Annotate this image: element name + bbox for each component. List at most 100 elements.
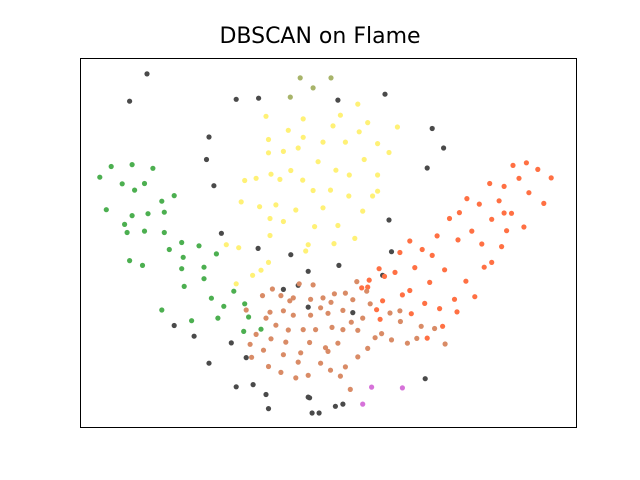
scatter-point-cluster-5-13 <box>300 327 306 333</box>
scatter-point-cluster-5-63 <box>287 298 293 304</box>
scatter-point-cluster-4-44 <box>422 300 428 306</box>
scatter-point-cluster-5-61 <box>247 341 253 347</box>
scatter-point-cluster-4-7 <box>487 180 493 187</box>
scatter-point-cluster-5-2 <box>320 295 326 301</box>
scatter-point-cluster-2-30 <box>320 205 326 211</box>
scatter-point-cluster-5-45 <box>418 323 424 329</box>
scatter-point-cluster-0-31 <box>263 391 269 398</box>
scatter-point-cluster-4-49 <box>366 277 372 283</box>
scatter-point-cluster-2-31 <box>312 224 318 230</box>
scatter-point-cluster-1-0 <box>297 75 303 81</box>
scatter-point-cluster-0-9 <box>211 183 217 189</box>
scatter-point-cluster-5-40 <box>365 345 371 351</box>
scatter-point-cluster-2-1 <box>355 101 361 107</box>
scatter-point-cluster-5-28 <box>259 293 266 299</box>
scatter-point-cluster-5-32 <box>295 359 301 365</box>
scatter-point-cluster-2-50 <box>258 267 264 273</box>
scatter-point-cluster-0-3 <box>256 95 262 101</box>
scatter-point-cluster-2-18 <box>263 113 269 119</box>
scatter-point-cluster-5-51 <box>253 331 259 337</box>
scatter-point-cluster-1-3 <box>310 85 316 91</box>
scatter-point-cluster-5-5 <box>364 288 370 294</box>
scatter-point-cluster-4-43 <box>407 287 413 294</box>
scatter-point-cluster-4-23 <box>434 233 440 239</box>
scatter-point-cluster-5-16 <box>308 312 314 318</box>
scatter-point-cluster-3-31 <box>242 301 248 307</box>
scatter-point-cluster-0-12 <box>218 230 224 236</box>
scatter-point-cluster-4-16 <box>446 215 453 222</box>
scatter-point-cluster-5-27 <box>267 309 273 315</box>
scatter-point-cluster-4-3 <box>516 175 522 181</box>
scatter-point-cluster-5-64 <box>328 299 334 305</box>
scatter-point-cluster-5-34 <box>318 360 324 366</box>
scatter-point-cluster-2-44 <box>280 218 286 225</box>
scatter-point-cluster-2-11 <box>320 139 326 145</box>
scatter-point-cluster-3-14 <box>161 229 167 236</box>
scatter-point-cluster-0-18 <box>388 249 395 255</box>
scatter-point-cluster-3-32 <box>246 314 252 320</box>
scatter-point-cluster-4-30 <box>427 279 433 285</box>
scatter-point-cluster-5-60 <box>263 315 269 321</box>
scatter-point-cluster-5-21 <box>318 305 324 311</box>
scatter-point-cluster-2-49 <box>267 232 273 239</box>
scatter-point-cluster-3-1 <box>108 163 114 170</box>
scatter-point-cluster-4-51 <box>501 210 507 216</box>
scatter-point-cluster-2-10 <box>330 123 336 129</box>
scatter-point-cluster-3-22 <box>122 221 128 227</box>
plot-area-frame <box>80 58 577 428</box>
scatter-point-cluster-4-14 <box>464 196 470 202</box>
scatter-point-cluster-2-52 <box>233 281 239 287</box>
scatter-point-cluster-5-58 <box>313 327 319 333</box>
scatter-point-cluster-0-10 <box>441 145 447 151</box>
scatter-point-cluster-2-45 <box>293 207 299 213</box>
scatter-point-cluster-3-28 <box>208 295 214 301</box>
scatter-point-cluster-4-36 <box>399 292 405 298</box>
scatter-point-cluster-5-67 <box>414 335 420 341</box>
scatter-point-cluster-4-9 <box>508 210 515 216</box>
scatter-point-cluster-2-15 <box>285 127 291 133</box>
scatter-point-cluster-3-23 <box>139 262 146 268</box>
scatter-point-cluster-5-7 <box>360 315 366 321</box>
scatter-point-cluster-2-42 <box>257 204 263 210</box>
scatter-point-cluster-0-22 <box>305 304 311 310</box>
scatter-point-cluster-5-54 <box>265 363 272 370</box>
scatter-point-cluster-0-39 <box>422 376 428 382</box>
scatter-point-cluster-0-25 <box>191 333 197 339</box>
scatter-point-cluster-2-41 <box>238 199 244 205</box>
scatter-point-cluster-5-33 <box>298 350 304 356</box>
scatter-point-cluster-2-20 <box>265 150 272 156</box>
scatter-point-cluster-3-11 <box>171 193 177 199</box>
scatter-point-cluster-5-38 <box>342 364 348 370</box>
scatter-point-cluster-0-13 <box>386 217 392 223</box>
scatter-point-cluster-5-8 <box>355 327 361 333</box>
scatter-point-cluster-2-7 <box>375 172 381 178</box>
scatter-point-cluster-2-23 <box>288 167 294 174</box>
scatter-point-cluster-3-0 <box>97 174 103 180</box>
scatter-point-cluster-2-38 <box>352 235 358 241</box>
scatter-point-cluster-0-17 <box>336 262 342 268</box>
scatter-point-cluster-2-36 <box>305 242 311 248</box>
scatter-point-cluster-4-48 <box>440 323 446 329</box>
scatter-point-cluster-2-40 <box>242 177 248 184</box>
scatter-point-cluster-2-32 <box>335 222 341 229</box>
scatter-point-cluster-0-27 <box>243 355 249 361</box>
scatter-point-cluster-5-62 <box>269 286 275 292</box>
scatter-point-cluster-4-40 <box>380 298 386 304</box>
scatter-point-cluster-3-35 <box>159 307 165 313</box>
scatter-point-cluster-4-45 <box>408 311 414 317</box>
scatter-point-cluster-0-24 <box>171 322 177 329</box>
scatter-point-cluster-5-25 <box>280 308 286 314</box>
scatter-point-cluster-0-28 <box>250 382 256 388</box>
scatter-point-cluster-2-47 <box>236 245 242 251</box>
scatter-point-cluster-2-6 <box>361 156 367 163</box>
scatter-point-cluster-3-29 <box>231 288 237 294</box>
scatter-point-cluster-0-16 <box>305 268 311 274</box>
scatter-point-cluster-4-35 <box>392 269 398 275</box>
scatter-point-cluster-2-48 <box>223 242 229 248</box>
scatter-point-cluster-0-7 <box>206 134 212 140</box>
scatter-point-cluster-5-17 <box>325 310 331 316</box>
scatter-point-cluster-5-66 <box>379 331 385 337</box>
scatter-point-cluster-4-34 <box>397 249 403 256</box>
scatter-point-cluster-0-34 <box>316 410 322 416</box>
scatter-point-cluster-4-19 <box>499 244 505 250</box>
